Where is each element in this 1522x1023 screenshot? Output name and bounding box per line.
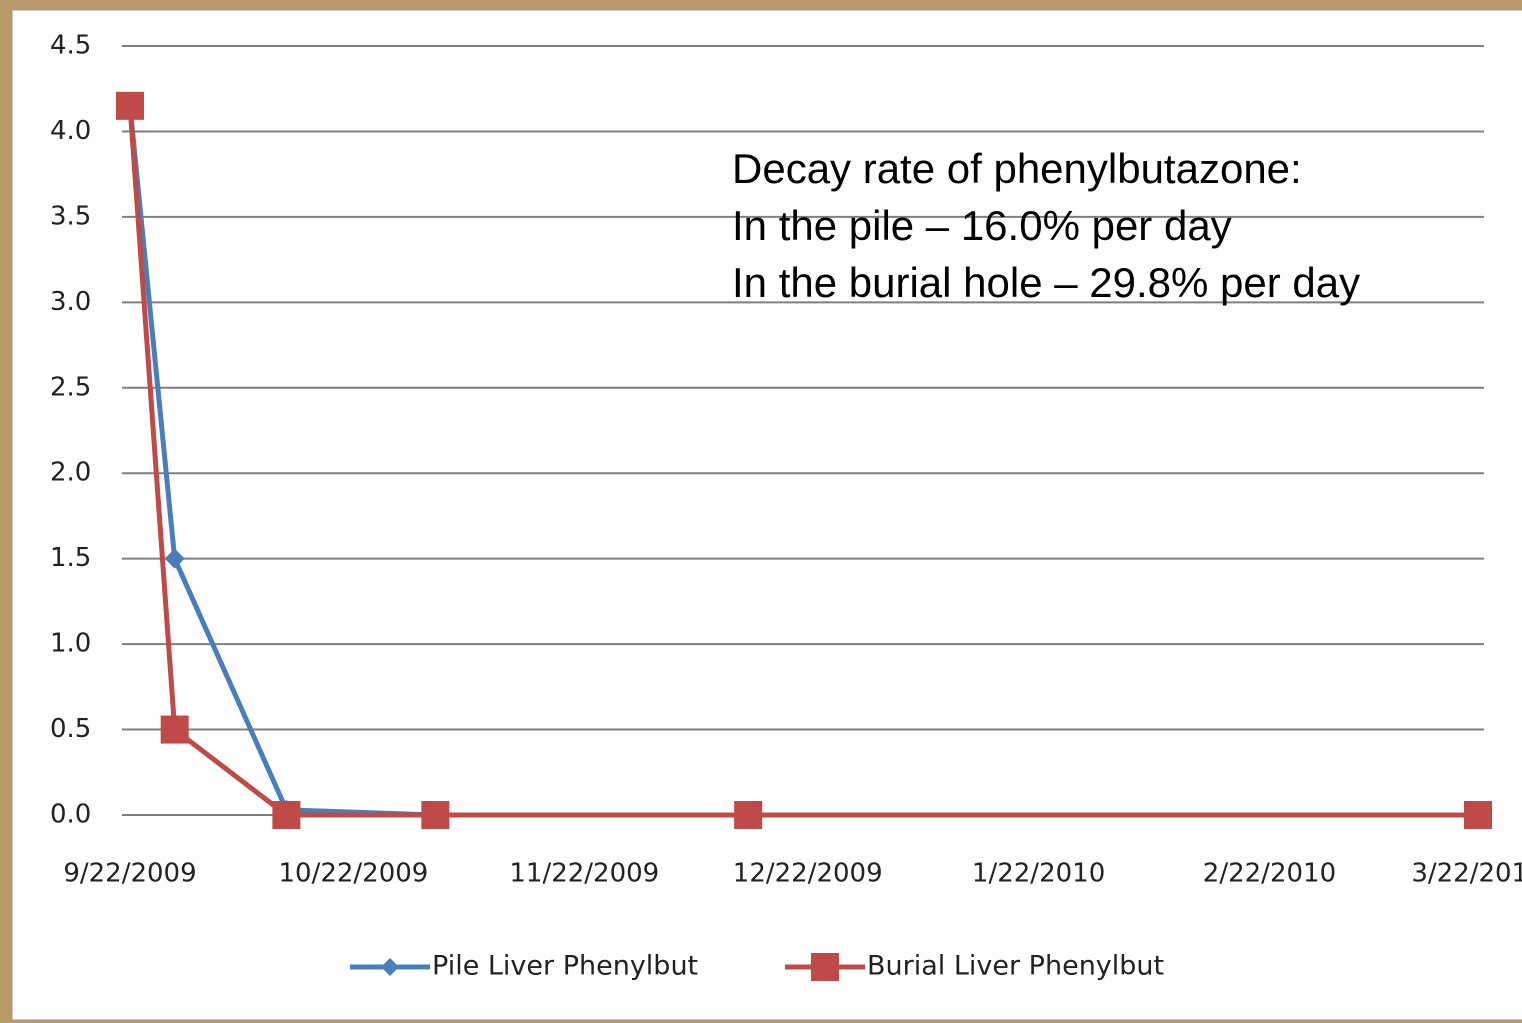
y-tick-label: 4.0 <box>50 116 91 146</box>
y-tick-label: 1.5 <box>50 543 91 573</box>
legend-marker <box>381 958 399 976</box>
marker <box>160 715 189 744</box>
marker <box>1464 801 1492 829</box>
marker <box>421 801 450 829</box>
y-tick-label: 2.0 <box>50 458 91 488</box>
annotation: In the burial hole – 29.8% per day <box>732 259 1360 306</box>
x-tick-label: 1/22/2010 <box>972 859 1105 889</box>
x-tick-label: 2/22/2010 <box>1203 859 1336 889</box>
y-tick-label: 2.5 <box>50 372 91 402</box>
y-tick-label: 4.5 <box>50 31 91 61</box>
y-tick-label: 0.5 <box>50 714 91 744</box>
y-tick-label: 3.5 <box>50 201 91 231</box>
x-tick-label: 10/22/2009 <box>278 859 428 889</box>
plot-panel <box>11 9 1522 1021</box>
legend-label: Pile Liver Phenylbut <box>432 951 698 982</box>
x-tick-label: 9/22/2009 <box>63 859 196 889</box>
marker <box>116 91 144 120</box>
series-line <box>127 105 1478 818</box>
marker <box>734 801 763 829</box>
legend-marker <box>811 953 839 981</box>
y-tick-label: 1.0 <box>50 629 91 659</box>
annotation: In the pile – 16.0% per day <box>732 202 1232 249</box>
x-tick-label: 3/22/2010 <box>1411 859 1522 889</box>
y-tick-label: 0.0 <box>50 800 91 830</box>
marker <box>164 548 185 569</box>
x-tick-label: 12/22/2009 <box>733 859 883 889</box>
marker <box>272 801 301 829</box>
x-tick-label: 11/22/2009 <box>509 859 659 889</box>
legend-label: Burial Liver Phenylbut <box>867 951 1164 982</box>
annotation: Decay rate of phenylbutazone: <box>732 145 1302 192</box>
y-tick-label: 3.0 <box>50 287 91 317</box>
